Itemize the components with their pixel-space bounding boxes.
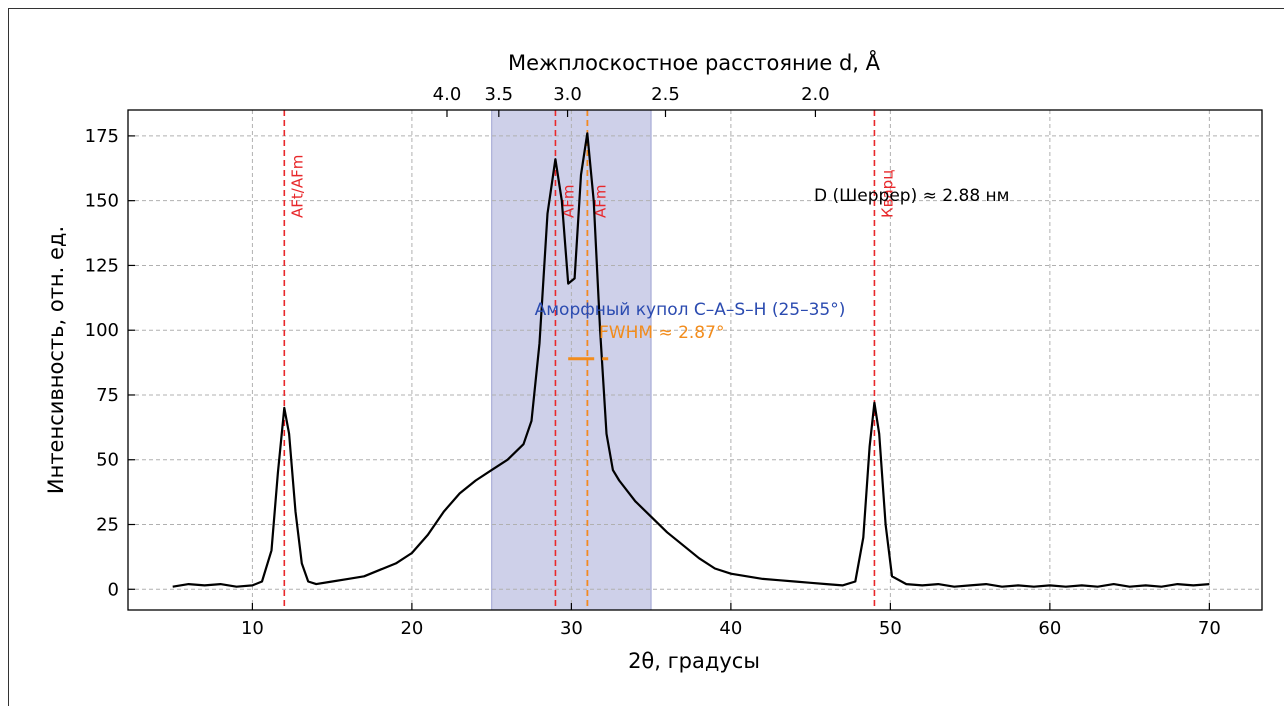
top-axis-label: Межплоскостное расстояние d, Å [508, 49, 881, 75]
y-tick-label: 175 [85, 126, 119, 147]
figure-frame [8, 8, 1284, 706]
phase-label: AFm [591, 184, 609, 218]
top-tick-label: 3.5 [485, 84, 514, 105]
plot-frame [127, 109, 1263, 611]
x-axis-label: 2θ, градусы [628, 649, 760, 673]
annotations-layer: Межплоскостное расстояние d, Å 2θ, граду… [44, 49, 1009, 673]
y-tick-label: 150 [85, 191, 119, 212]
y-tick-label: 25 [96, 515, 119, 536]
scherrer-label: D (Шеррер) ≈ 2.88 нм [814, 186, 1009, 206]
series-line [172, 132, 1210, 588]
top-tick-label: 4.0 [433, 84, 462, 105]
x-tick-label: 30 [560, 618, 583, 639]
axes-layer: 10 20 30 40 50 60 70 0 25 50 75 100 125 150 175 4.0 3.5 3… [85, 84, 1263, 639]
top-tick-label: 3.0 [553, 84, 582, 105]
y-axis-label: Интенсивность, отн. ед. [44, 226, 68, 494]
phase-label: AFm [559, 184, 577, 218]
phase-label: AFt/AFm [288, 155, 306, 218]
y-tick-label: 75 [96, 385, 119, 406]
band-label: Аморфный купол C–A–S–H (25–35°) [535, 300, 846, 320]
grid-layer [128, 110, 1262, 610]
x-tick-label: 10 [241, 618, 264, 639]
y-tick-label: 100 [85, 320, 119, 341]
y-tick-label: 125 [85, 255, 119, 276]
fwhm-label: FWHM ≈ 2.87° [599, 323, 724, 343]
phase-lines-layer: AFt/AFm AFm AFm Кварц [283, 110, 896, 610]
x-tick-label: 40 [719, 618, 742, 639]
series-layer [172, 132, 1210, 588]
x-tick-label: 70 [1198, 618, 1221, 639]
x-tick-label: 60 [1038, 618, 1061, 639]
y-tick-label: 50 [96, 450, 119, 471]
x-tick-label: 50 [879, 618, 902, 639]
x-tick-label: 20 [400, 618, 423, 639]
top-tick-label: 2.5 [651, 84, 680, 105]
y-tick-label: 0 [108, 579, 119, 600]
top-tick-label: 2.0 [801, 84, 830, 105]
phase-label: Кварц [878, 170, 896, 218]
